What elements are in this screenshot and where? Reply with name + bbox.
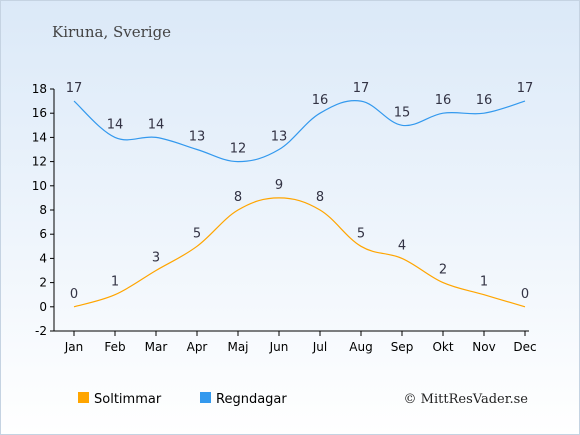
legend-swatch [200, 392, 211, 403]
data-label: 8 [234, 190, 242, 205]
y-tick-label: 18 [32, 82, 47, 96]
x-tick-label: Nov [472, 340, 495, 354]
series-regndagar: 17 14 14 13 12 13 16 17 15 16 16 17 [66, 81, 534, 163]
data-label: 14 [148, 117, 165, 132]
series-soltimmar: 0 1 3 5 8 9 8 5 4 2 1 0 [70, 178, 529, 308]
data-label: 3 [152, 251, 160, 266]
x-tick-label: Jun [269, 340, 289, 354]
x-tick-label: Feb [104, 340, 125, 354]
x-tick-label: Okt [432, 340, 453, 354]
data-label: 16 [312, 93, 329, 108]
data-label: 0 [70, 287, 78, 302]
data-label: 17 [66, 81, 83, 96]
data-label: 16 [476, 93, 493, 108]
credit-text: © MittResVader.se [404, 392, 529, 407]
data-label: 4 [398, 238, 406, 253]
y-tick-label: 10 [32, 179, 47, 193]
data-label: 17 [353, 81, 370, 96]
data-label: 5 [193, 226, 201, 241]
legend-label: Regndagar [216, 392, 287, 407]
data-label: 1 [480, 275, 488, 290]
data-label: 12 [230, 142, 247, 157]
x-tick-label: Dec [513, 340, 536, 354]
data-label: 13 [271, 130, 288, 145]
x-tick-label: Apr [187, 340, 208, 354]
data-label: 8 [316, 190, 324, 205]
x-tick-label: Jul [312, 340, 327, 354]
series-line [73, 197, 526, 308]
y-tick-label: 6 [39, 227, 47, 241]
data-label: 15 [394, 105, 411, 120]
chart-title: Kiruna, Sverige [52, 23, 171, 41]
series-line [73, 100, 526, 163]
y-tick-label: 0 [39, 300, 47, 314]
x-tick-label: Maj [227, 340, 248, 354]
x-tick-label: Aug [349, 340, 372, 354]
data-label: 16 [435, 93, 452, 108]
x-tick-label: Sep [391, 340, 414, 354]
legend-item: Regndagar [200, 392, 287, 407]
y-tick-label: 2 [39, 276, 47, 290]
y-tick-label: 12 [32, 155, 47, 169]
x-tick-label: Jan [64, 340, 84, 354]
legend: Soltimmar Regndagar [78, 392, 287, 407]
y-tick-label: -2 [35, 324, 47, 338]
data-label: 13 [189, 130, 206, 145]
data-label: 0 [521, 287, 529, 302]
data-label: 9 [275, 178, 283, 193]
data-label: 5 [357, 226, 365, 241]
legend-swatch [78, 392, 89, 403]
y-tick-label: 14 [32, 130, 47, 144]
y-tick-label: 4 [39, 251, 47, 265]
data-label: 2 [439, 263, 447, 278]
x-tick-label: Mar [145, 340, 168, 354]
legend-item: Soltimmar [78, 392, 162, 407]
data-label: 1 [111, 275, 119, 290]
data-label: 14 [107, 117, 124, 132]
data-label: 17 [517, 81, 534, 96]
y-tick-label: 8 [39, 203, 47, 217]
y-tick-label: 16 [32, 106, 47, 120]
legend-label: Soltimmar [94, 392, 162, 407]
